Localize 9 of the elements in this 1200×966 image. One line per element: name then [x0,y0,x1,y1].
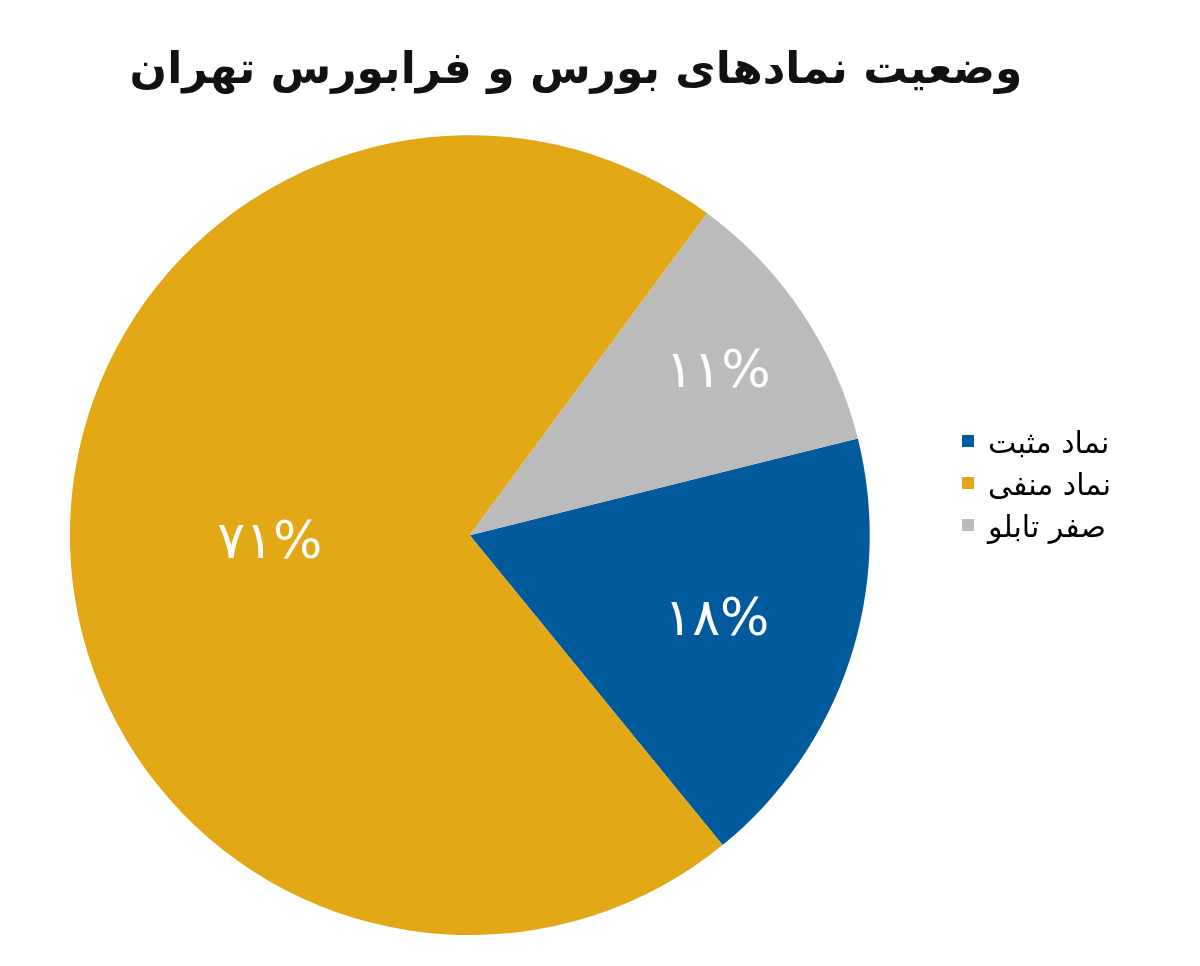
pie-slice [469,213,858,536]
data-label: ۱۱% [665,338,771,399]
chart-title: وضعیت نمادهای بورس و فرابورس تهران [129,42,1023,95]
legend-label: صفر تابلو [986,508,1107,544]
data-label: ۷۱% [217,510,323,571]
legend-label: نماد منفی [988,466,1112,502]
legend-label: نماد مثبت [988,424,1110,460]
pie-slice [469,438,870,846]
data-label: ۱۸% [664,587,770,648]
